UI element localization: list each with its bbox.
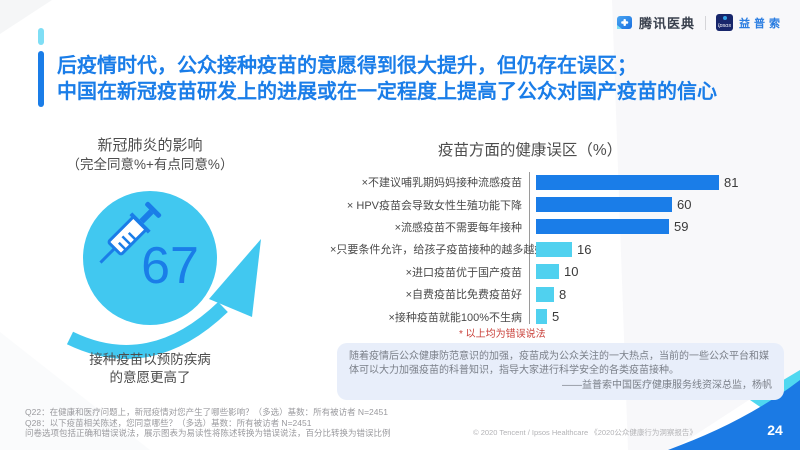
quote-box: 随着疫情后公众健康防范意识的加强，疫苗成为公众关注的一大热点，当前的一些公众平台…: [337, 343, 784, 400]
chart-row: ×接种疫苗就能100%不生病 5: [330, 305, 790, 327]
tencent-medical-logo-text: 腾讯医典: [638, 16, 695, 31]
left-panel-caption-line2: 的意愿更高了: [109, 370, 191, 385]
slide-title-line2: 中国在新冠疫苗研发上的进展或在一定程度上提高了公众对国产疫苗的信心: [57, 81, 717, 103]
chart-value-label: 5: [552, 309, 560, 325]
page-number: 24: [767, 422, 783, 438]
quote-attribution: ——益普索中国医疗健康服务线资深总监，杨帆: [562, 380, 772, 391]
chart-value-label: 8: [559, 286, 567, 302]
chart-title: 疫苗方面的健康误区（%）: [437, 142, 623, 159]
vaccine-willingness-graphic: [66, 191, 261, 359]
chart-row: ×只要条件允许，给孩子疫苗接种的越多越好 16: [330, 238, 790, 260]
ipsos-dot-icon: [722, 16, 727, 20]
corner-bottom-left-shape: [0, 332, 150, 450]
quote-text: 随着疫情后公众健康防范意识的加强，疫苗成为公众关注的一大热点，当前的一些公众平台…: [349, 351, 769, 376]
chart-row: ×进口疫苗优于国产疫苗 10: [330, 261, 790, 283]
copyright-text: © 2020 Tencent / Ipsos Healthcare 《2020公…: [473, 428, 697, 437]
chart-bar: [536, 241, 572, 257]
chart-bar: [536, 264, 559, 280]
chart-bar: [536, 286, 554, 302]
ipsos-logo-cn-text: 益普索: [739, 17, 784, 30]
chart-value-label: 81: [724, 174, 739, 190]
chart-bar: [536, 197, 672, 213]
tencent-medical-book-icon: [616, 15, 632, 29]
tencent-medical-logo: 腾讯医典: [616, 13, 695, 32]
footnotes: Q22：在健康和医疗问题上，新冠疫情对您产生了哪些影响？（多选）基数：所有被访者…: [25, 407, 391, 439]
chart-bar: [536, 219, 669, 235]
ipsos-square-icon: Ipsos: [716, 14, 733, 31]
chart-value-label: 10: [564, 264, 579, 280]
left-panel-title: 新冠肺炎的影响 （完全同意%+有点同意%）: [35, 136, 265, 174]
logo-divider: [705, 15, 706, 30]
left-panel-title-line1: 新冠肺炎的影响: [97, 137, 203, 154]
chart-red-footnote: * 以上均为错误说法: [459, 329, 546, 340]
corner-blue-wedge: [668, 380, 800, 450]
chart-value-label: 59: [674, 219, 689, 235]
footnote-line1: Q22：在健康和医疗问题上，新冠疫情对您产生了哪些影响？（多选）基数：所有被访者…: [25, 407, 388, 417]
left-panel-title-line2: （完全同意%+有点同意%）: [66, 157, 234, 172]
left-panel-caption: 接种疫苗以预防疾病 的意愿更高了: [35, 351, 265, 387]
chart-category-label: ×接种疫苗就能100%不生病: [388, 311, 522, 324]
growth-arrow-curve: [66, 301, 228, 359]
circle-background: [83, 191, 217, 325]
bar-chart: ×不建议哺乳期妈妈接种流感疫苗 81 × HPV疫苗会导致女性生殖功能下降 60…: [330, 171, 790, 328]
chart-category-label: ×只要条件允许，给孩子疫苗接种的越多越好: [330, 244, 546, 257]
ipsos-logo-word: Ipsos: [717, 23, 732, 29]
chart-category-label: ×不建议哺乳期妈妈接种流感疫苗: [361, 177, 522, 190]
chart-category-label: ×流感疫苗不需要每年接种: [394, 221, 522, 234]
header-logos: 腾讯医典 Ipsos 益普索: [616, 13, 784, 32]
syringe-icon: [99, 201, 162, 264]
chart-value-label: 16: [577, 241, 592, 257]
slide-title-line1: 后疫情时代，公众接种疫苗的意愿得到很大提升，但仍存在误区；: [57, 55, 637, 77]
growth-arrow-head: [209, 239, 261, 317]
corner-top-left-shape: [0, 0, 52, 34]
chart-bar: [536, 309, 547, 325]
slide-title: 后疫情时代，公众接种疫苗的意愿得到很大提升，但仍存在误区； 中国在新冠疫苗研发上…: [57, 53, 717, 105]
big-number-67: 67: [141, 237, 199, 295]
left-panel-caption-line1: 接种疫苗以预防疾病: [89, 352, 211, 367]
chart-row: ×流感疫苗不需要每年接种 59: [330, 216, 790, 238]
title-accent-dash: [38, 28, 44, 45]
chart-row: × HPV疫苗会导致女性生殖功能下降 60: [330, 193, 790, 215]
chart-category-label: ×自费疫苗比免费疫苗好: [405, 289, 522, 302]
chart-value-label: 60: [677, 197, 692, 213]
title-accent-bar: [38, 51, 44, 107]
right-diagonal-band: [612, 0, 800, 450]
chart-row: ×自费疫苗比免费疫苗好 8: [330, 283, 790, 305]
chart-axis-line: [529, 172, 530, 324]
footnote-line3: 问卷选项包括正确和错误说法，展示图表为易读性将陈述转换为错误说法，百分比转换为错…: [25, 428, 391, 438]
chart-category-label: × HPV疫苗会导致女性生殖功能下降: [346, 199, 522, 212]
chart-category-label: ×进口疫苗优于国产疫苗: [405, 266, 522, 279]
footnote-line2: Q28：以下疫苗相关陈述，您同意哪些？（多选）基数：所有被访者 N=2451: [25, 417, 312, 428]
ipsos-logo: Ipsos 益普索: [716, 14, 784, 31]
chart-row: ×不建议哺乳期妈妈接种流感疫苗 81: [330, 171, 790, 193]
chart-bar: [536, 174, 719, 190]
